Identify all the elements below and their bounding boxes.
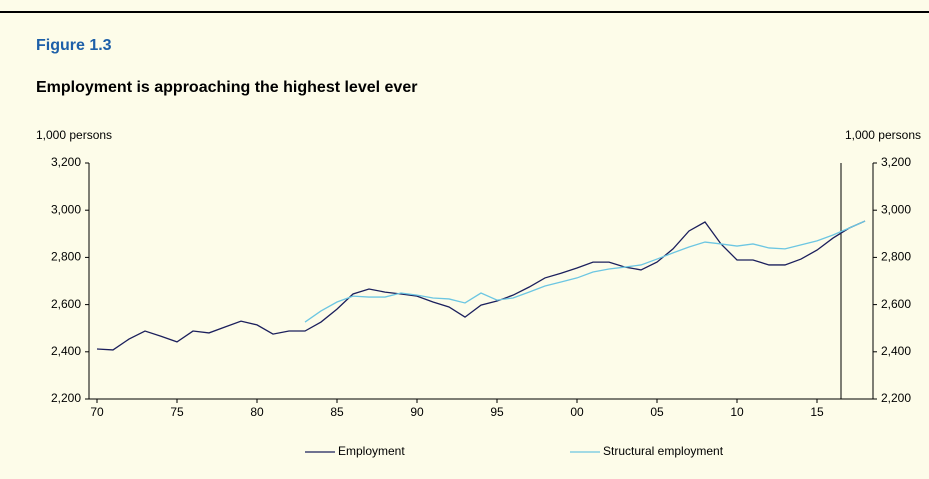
series-line bbox=[96, 220, 866, 351]
chart-subtitle: Employment is approaching the highest le… bbox=[36, 79, 417, 96]
x-tick-label: 95 bbox=[490, 405, 504, 419]
x-tick-label: 15 bbox=[810, 405, 824, 419]
y2-tick-label: 3,200 bbox=[881, 155, 911, 169]
x-tick-label: 85 bbox=[330, 405, 344, 419]
legend-label: Employment bbox=[338, 444, 405, 458]
y2-tick-label: 3,000 bbox=[881, 202, 911, 216]
y2-tick-label: 2,400 bbox=[881, 344, 911, 358]
x-tick-label: 75 bbox=[170, 405, 184, 419]
y-tick-label: 2,400 bbox=[51, 344, 81, 358]
y-axis-label: 1,000 persons bbox=[36, 128, 112, 142]
y2-tick-label: 2,600 bbox=[881, 297, 911, 311]
y-tick-label: 3,000 bbox=[51, 202, 81, 216]
y-tick-label: 2,200 bbox=[51, 391, 81, 405]
legend-label: Structural employment bbox=[603, 444, 724, 458]
x-tick-label: 90 bbox=[410, 405, 424, 419]
y-tick-label: 3,200 bbox=[51, 155, 81, 169]
series-line bbox=[304, 220, 866, 323]
x-tick-label: 70 bbox=[90, 405, 104, 419]
y-tick-label: 2,600 bbox=[51, 297, 81, 311]
x-tick-label: 00 bbox=[570, 405, 584, 419]
y2-tick-label: 2,800 bbox=[881, 250, 911, 264]
x-tick-label: 05 bbox=[650, 405, 664, 419]
y-tick-label: 2,800 bbox=[51, 250, 81, 264]
chart-title: Figure 1.3 bbox=[36, 37, 112, 54]
x-tick-label: 80 bbox=[250, 405, 264, 419]
x-tick-label: 10 bbox=[730, 405, 744, 419]
y2-axis-label: 1,000 persons bbox=[845, 128, 921, 142]
y2-tick-label: 2,200 bbox=[881, 391, 911, 405]
